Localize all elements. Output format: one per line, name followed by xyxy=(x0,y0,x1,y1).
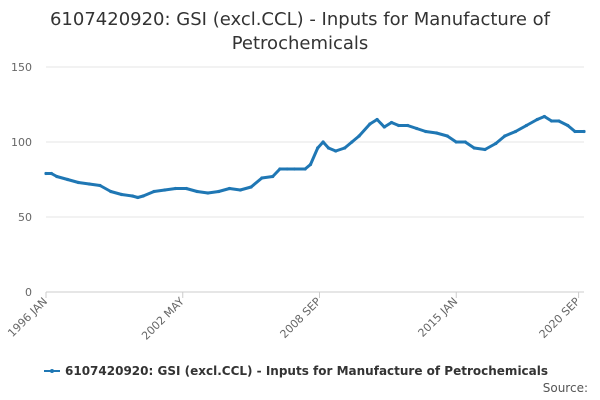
data-point xyxy=(238,188,242,192)
data-point xyxy=(434,131,439,135)
data-point xyxy=(278,167,282,171)
data-point xyxy=(321,140,325,144)
data-point xyxy=(483,147,487,152)
data-point xyxy=(535,117,539,122)
data-point xyxy=(357,134,361,138)
data-point xyxy=(303,167,307,171)
data-point xyxy=(582,129,586,134)
data-point xyxy=(285,167,289,171)
data-point xyxy=(76,180,80,185)
data-point xyxy=(524,123,529,128)
legend-dot xyxy=(50,369,54,373)
series-line xyxy=(44,115,586,199)
x-tick-label: 2015 JAN xyxy=(416,295,461,340)
series-layer xyxy=(44,114,586,200)
data-point xyxy=(573,129,577,134)
data-point xyxy=(415,126,419,131)
data-point xyxy=(271,174,275,179)
data-point xyxy=(55,174,59,179)
y-tick-label: 0 xyxy=(25,286,32,299)
data-point xyxy=(550,119,554,123)
data-point xyxy=(120,192,124,197)
data-point xyxy=(227,186,232,191)
data-point xyxy=(375,117,379,122)
data-point xyxy=(130,194,134,198)
data-point xyxy=(152,189,156,194)
data-point xyxy=(87,182,91,186)
data-point xyxy=(308,162,313,167)
data-point xyxy=(472,146,476,150)
data-point xyxy=(44,171,48,176)
data-point xyxy=(49,171,54,176)
data-point xyxy=(542,114,547,119)
data-point xyxy=(494,141,498,146)
data-point xyxy=(206,191,210,195)
x-tick-label: 2002 MAY xyxy=(139,295,187,343)
data-point xyxy=(503,134,507,138)
legend-series-marker xyxy=(44,366,60,376)
axis-layer: 0 50 100 150 1996 JAN 2002 MAY 2008 SEP 2015 JA… xyxy=(5,61,583,343)
data-point xyxy=(66,177,70,182)
data-point xyxy=(350,140,354,144)
data-point xyxy=(334,149,338,153)
data-point xyxy=(249,185,253,189)
data-point xyxy=(566,123,570,128)
data-point xyxy=(382,125,386,129)
data-point xyxy=(557,119,561,123)
data-point xyxy=(217,189,221,194)
data-point xyxy=(98,183,102,188)
data-point xyxy=(163,188,167,192)
data-point xyxy=(141,194,145,198)
data-point xyxy=(389,120,394,125)
source-label: Source: xyxy=(542,381,588,395)
data-point xyxy=(316,146,320,150)
x-tick-label: 1996 JAN xyxy=(5,295,50,340)
data-point xyxy=(445,134,449,138)
data-point xyxy=(292,167,296,171)
data-point xyxy=(136,195,140,200)
y-tick-label: 150 xyxy=(11,61,32,74)
data-point xyxy=(463,140,467,144)
data-point xyxy=(514,129,518,134)
data-point xyxy=(195,189,199,194)
data-point xyxy=(174,186,178,191)
data-point xyxy=(343,146,347,150)
data-point xyxy=(397,123,401,128)
data-point xyxy=(368,122,372,126)
y-tick-label: 50 xyxy=(18,211,32,224)
x-tick-label: 2020 SEP xyxy=(537,295,583,341)
data-point xyxy=(184,186,188,191)
data-point xyxy=(326,146,331,150)
data-point xyxy=(424,129,428,134)
data-point xyxy=(406,123,410,128)
chart-title: 6107420920: GSI (excl.CCL) - Inputs for … xyxy=(49,9,550,54)
data-point xyxy=(454,140,458,144)
y-tick-label: 100 xyxy=(11,136,32,149)
grid-layer xyxy=(46,66,584,293)
legend[interactable]: 6107420920: GSI (excl.CCL) - Inputs for … xyxy=(44,364,548,378)
data-point xyxy=(109,189,113,194)
legend-series-label: 6107420920: GSI (excl.CCL) - Inputs for … xyxy=(65,364,549,378)
x-tick-label: 2008 SEP xyxy=(278,295,324,341)
data-point xyxy=(260,176,264,180)
